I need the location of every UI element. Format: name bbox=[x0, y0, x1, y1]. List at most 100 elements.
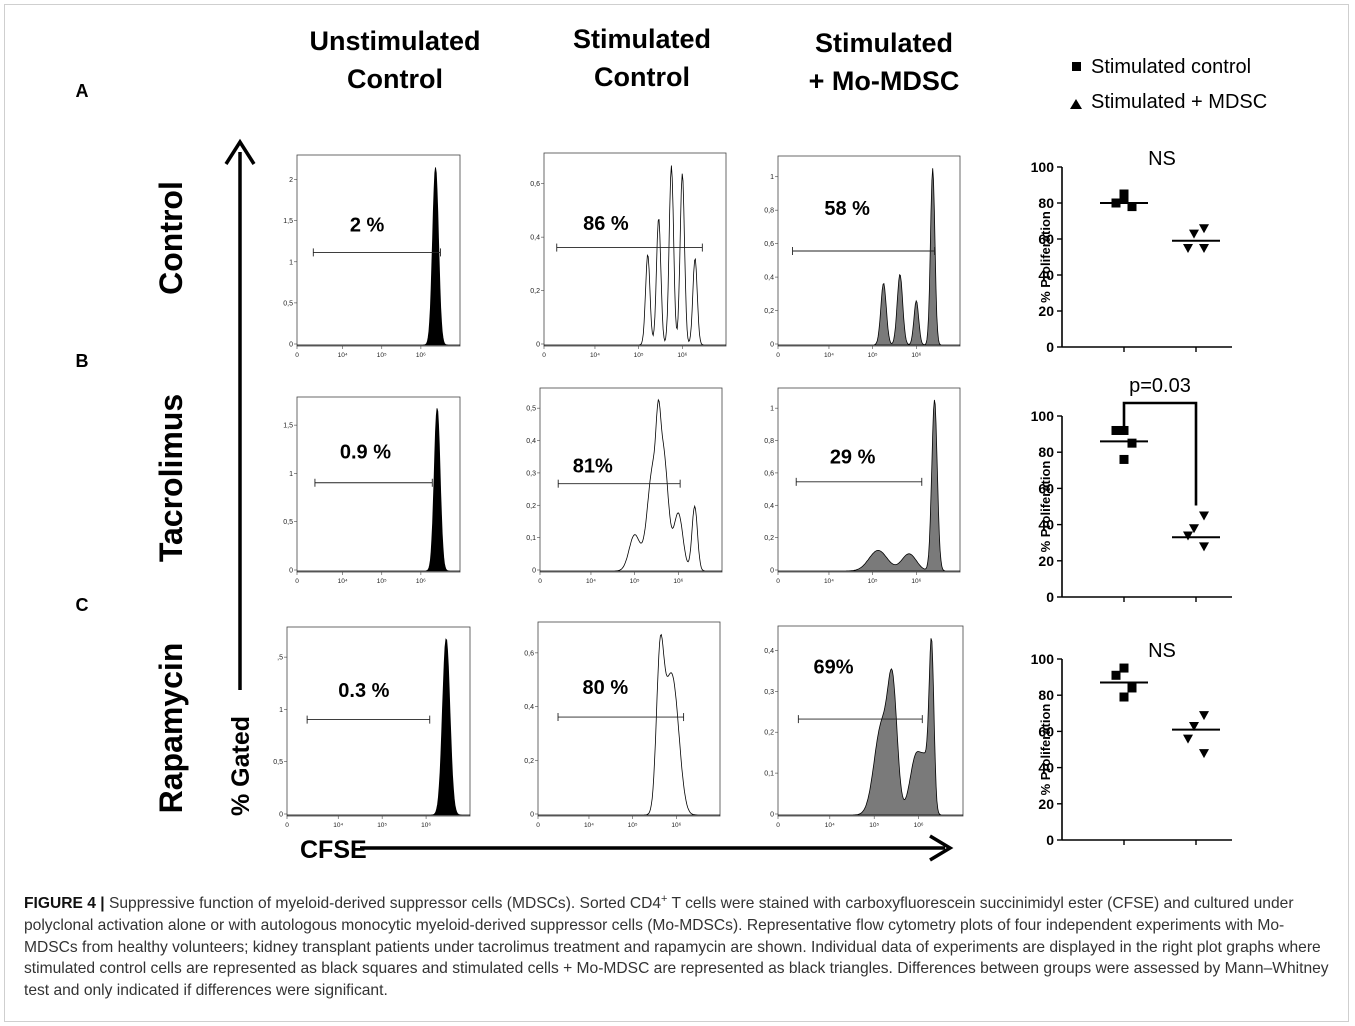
flow-histogram: 0 0,2 0,4 0,6 0 10⁴ 10⁵ 10⁶ 80 % bbox=[524, 621, 721, 829]
row-label: Rapamycin bbox=[153, 643, 189, 814]
gate-percentage: 80 % bbox=[583, 677, 629, 699]
flow-histogram: 0 0,2 0,4 0,6 0,8 1 0 10⁴ 10⁵ 10⁶ 29 % bbox=[764, 387, 961, 585]
histogram-frame bbox=[543, 152, 727, 347]
histogram-y-tick-label: 1 bbox=[289, 471, 293, 478]
histogram-y-tick-label: 0,5 bbox=[273, 759, 283, 766]
histogram-x-tick-label: 10⁶ bbox=[911, 578, 921, 585]
histogram-x-tick-label: 10⁶ bbox=[673, 578, 683, 585]
histogram-x-tick-label: 0 bbox=[542, 352, 546, 359]
histogram-x-tick-label: 10⁵ bbox=[630, 578, 640, 585]
histogram-y-tick-label: 0,1 bbox=[526, 535, 536, 542]
histogram-x-tick-label: 0 bbox=[285, 822, 289, 829]
data-point-square bbox=[1127, 683, 1137, 693]
histogram-y-tick-label: 1 bbox=[770, 406, 774, 413]
y-tick-label: 80 bbox=[1038, 195, 1054, 211]
gate-percentage: 81% bbox=[573, 456, 613, 478]
gated-arrow-head bbox=[224, 138, 256, 165]
histogram-y-tick-label: 1 bbox=[279, 707, 283, 714]
data-point-square bbox=[1111, 670, 1121, 680]
histogram-x-tick-label: 10⁴ bbox=[824, 578, 834, 585]
proliferation-plot: 0 20 40 60 80 100 % Proliferation p=0.03 bbox=[1031, 375, 1232, 605]
significance-bracket bbox=[1122, 401, 1198, 506]
histogram-y-tick-label: 0,2 bbox=[764, 730, 774, 737]
histogram-y-tick-label: 0,4 bbox=[530, 235, 540, 242]
data-point-triangle bbox=[1189, 524, 1199, 534]
row-label: Control bbox=[153, 181, 189, 295]
histogram-x-tick-label: 10⁴ bbox=[590, 352, 600, 359]
y-tick-label: 20 bbox=[1038, 553, 1054, 569]
histogram-x-tick-label: 10⁵ bbox=[869, 822, 879, 829]
data-point-triangle bbox=[1199, 542, 1209, 552]
histogram-curve bbox=[778, 399, 960, 572]
data-point-square bbox=[1119, 692, 1129, 702]
y-tick-label: 20 bbox=[1038, 303, 1054, 319]
data-point-square bbox=[1127, 438, 1137, 448]
gate-percentage: 0.9 % bbox=[340, 441, 391, 463]
y-tick-label: 40 bbox=[1038, 517, 1054, 533]
histogram-y-tick-label: 0,2 bbox=[524, 758, 534, 765]
legend-triangle-marker bbox=[1070, 99, 1082, 109]
flow-histogram: 0 0,5 1 1,5 2 0 10⁴ 10⁵ 10⁶ 2 % bbox=[283, 154, 461, 359]
y-axis-title: % Proliferation bbox=[1038, 461, 1053, 553]
y-tick-label: 0 bbox=[1046, 832, 1054, 848]
histogram-y-tick-label: 0,4 bbox=[764, 648, 774, 655]
histogram-y-tick-label: 0,6 bbox=[764, 470, 774, 477]
histogram-y-tick-label: 0,4 bbox=[524, 704, 534, 711]
row-letter: A bbox=[76, 81, 89, 101]
column-header-line2: Control bbox=[594, 62, 690, 92]
histogram-x-tick-label: 0 bbox=[538, 578, 542, 585]
y-tick-label: 100 bbox=[1031, 159, 1055, 175]
flow-histogram: 0 0,1 0,2 0,3 0,4 0 10⁴ 10⁵ 10⁶ 69% bbox=[764, 625, 964, 829]
histogram-x-tick-label: 10⁴ bbox=[584, 822, 594, 829]
caption-superscript: + bbox=[661, 892, 668, 905]
y-tick-label: 100 bbox=[1031, 408, 1055, 424]
gate-percentage: 0.3 % bbox=[338, 680, 389, 702]
histogram-frame bbox=[777, 625, 964, 817]
y-tick-label: 0 bbox=[1046, 589, 1054, 605]
y-tick-label: 40 bbox=[1038, 267, 1054, 283]
data-point-triangle bbox=[1199, 511, 1209, 521]
histogram-x-tick-label: 10⁶ bbox=[671, 822, 681, 829]
histogram-y-tick-label: 0,4 bbox=[764, 275, 774, 282]
data-point-square bbox=[1119, 189, 1129, 199]
flow-histogram: 0 0,2 0,4 0,6 0,8 1 0 10⁴ 10⁵ 10⁶ 58 % bbox=[764, 155, 961, 359]
histogram-curve bbox=[287, 638, 470, 816]
histogram-y-tick-label: 0 bbox=[770, 812, 774, 819]
histogram-curve bbox=[540, 398, 722, 572]
gate-percentage: 86 % bbox=[583, 213, 629, 235]
histogram-frame bbox=[296, 396, 461, 573]
y-axis-title: % Proliferation bbox=[1038, 211, 1053, 303]
column-header-line1: Stimulated bbox=[573, 24, 711, 54]
histogram-x-tick-label: 10⁵ bbox=[377, 822, 387, 829]
histogram-x-tick-label: 10⁵ bbox=[868, 578, 878, 585]
histogram-y-tick-label: 0 bbox=[289, 568, 293, 575]
column-header-line1: Stimulated bbox=[815, 28, 953, 58]
gate-percentage: 58 % bbox=[824, 198, 870, 220]
histogram-y-tick-label: 0,2 bbox=[764, 535, 774, 542]
histogram-x-tick-label: 10⁵ bbox=[377, 352, 387, 359]
histogram-y-tick-label: 0,8 bbox=[764, 208, 774, 215]
row-letter: C bbox=[76, 595, 89, 615]
data-point-square bbox=[1119, 194, 1129, 204]
gate-percentage: 2 % bbox=[350, 214, 385, 236]
histogram-x-tick-label: 10⁴ bbox=[824, 352, 834, 359]
caption-text-2: T cells were stained with carboxyfluores… bbox=[24, 895, 1329, 1000]
legend-square-marker bbox=[1072, 62, 1081, 71]
data-point-triangle bbox=[1189, 721, 1199, 731]
histogram-y-tick-label: ,5 bbox=[277, 655, 283, 662]
plot-title: NS bbox=[1148, 640, 1176, 662]
data-point-square bbox=[1111, 425, 1121, 435]
column-header-line2: + Mo-MDSC bbox=[809, 66, 960, 96]
gate-percentage: 69% bbox=[813, 657, 853, 679]
data-point-square bbox=[1127, 202, 1137, 212]
y-tick-label: 80 bbox=[1038, 687, 1054, 703]
gate-percentage: 29 % bbox=[830, 446, 876, 468]
histogram-y-tick-label: 0,6 bbox=[764, 241, 774, 248]
y-tick-label: 60 bbox=[1038, 231, 1054, 247]
column-header-line2: Control bbox=[347, 64, 443, 94]
legend-label: Stimulated + MDSC bbox=[1091, 91, 1267, 113]
proliferation-plot: 0 20 40 60 80 100 % Proliferation NS bbox=[1031, 640, 1232, 848]
histogram-x-tick-label: 10⁴ bbox=[338, 352, 348, 359]
